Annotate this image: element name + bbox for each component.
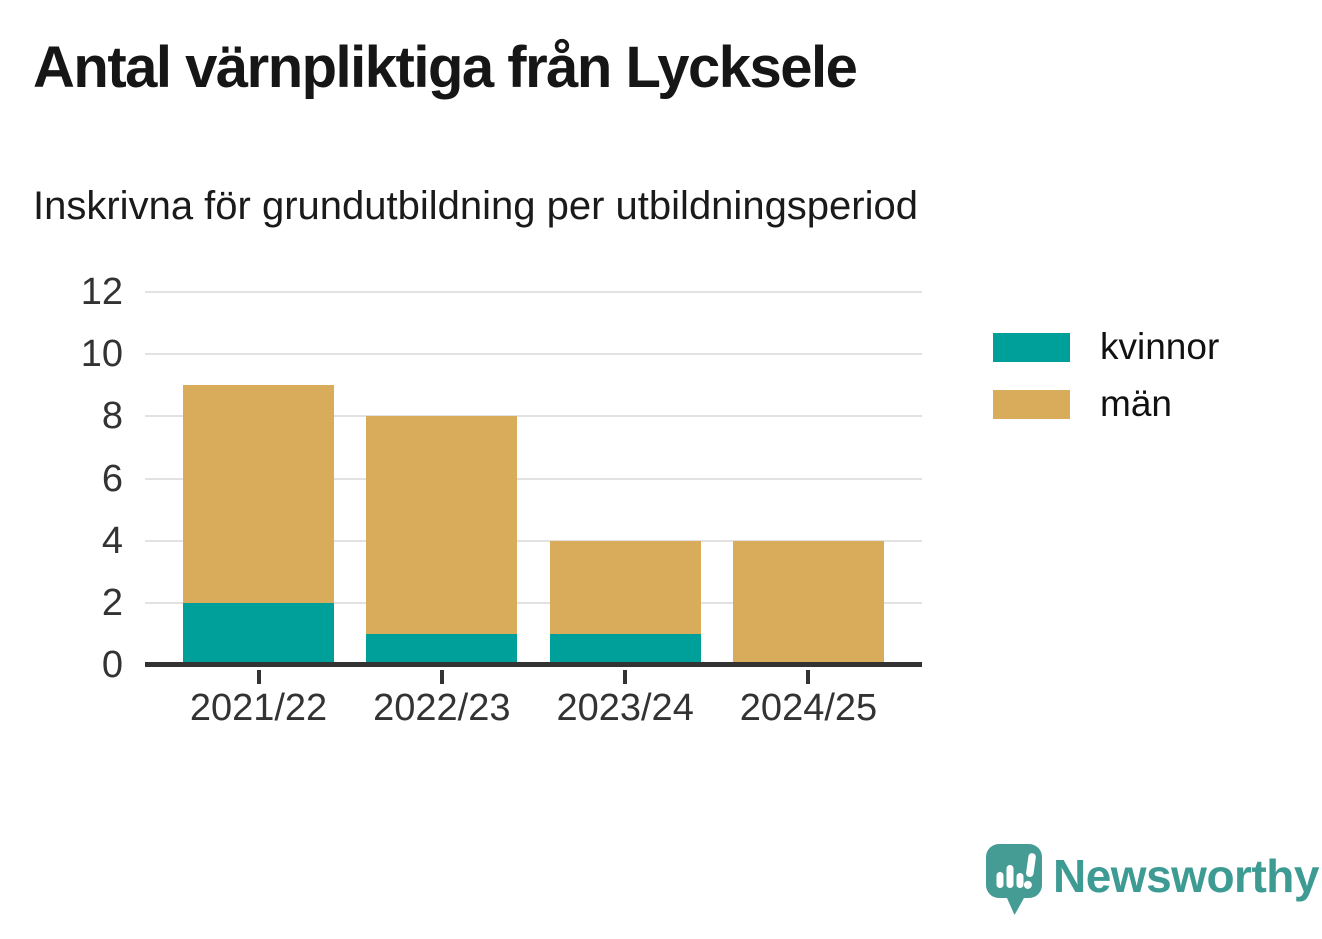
gridline-y-2: [145, 601, 922, 604]
legend-item-kvinnor: kvinnor: [993, 326, 1220, 367]
x-axis-line: [145, 662, 922, 667]
bar-segment-kvinnor-2023/24: [549, 633, 701, 665]
y-axis-tick-label-4: 4: [101, 519, 123, 562]
y-axis-tick-label-8: 8: [101, 395, 123, 438]
x-axis-tick-label-2022/23: 2022/23: [373, 687, 511, 729]
y-axis-tick-label-12: 12: [80, 271, 123, 313]
x-axis-tick-label-2021/22: 2021/22: [189, 687, 328, 729]
legend-label-män: män: [1100, 383, 1172, 424]
legend-label-kvinnor: kvinnor: [1100, 326, 1220, 367]
legend-item-män: män: [993, 383, 1219, 424]
newsworthy-logo: Newsworthy: [984, 842, 1319, 918]
x-axis-tick-label-2023/24: 2023/24: [556, 687, 694, 729]
x-axis-tick-label-2024/25: 2024/25: [739, 687, 878, 729]
bar-segment-män-2022/23: [366, 416, 518, 634]
gridline-y-12: [145, 291, 922, 293]
bar-segment-kvinnor-2021/22: [183, 602, 334, 665]
plot-area: 0 2 4 6 8 10 12 2021/22 2022/23 2023/24 2024/25: [81, 271, 922, 729]
chart-subtitle: Inskrivna för grundutbildning per utbild…: [33, 184, 918, 228]
y-axis-tick-label-2: 2: [101, 581, 123, 624]
gridline-y-10: [145, 353, 922, 356]
y-axis-tick-label-6: 6: [101, 457, 123, 500]
bar-segment-män-2024/25: [732, 540, 884, 665]
x-axis-tick-2021/22: [256, 670, 261, 684]
x-axis-tick-2023/24: [623, 670, 628, 684]
bar-segment-män-2021/22: [183, 385, 334, 603]
speech-bubble-bar-chart-icon: [986, 844, 1042, 915]
gridline-y-6: [145, 477, 922, 480]
y-axis-tick-label-10: 10: [80, 333, 123, 376]
bar-segment-kvinnor-2022/23: [366, 633, 518, 665]
y-axis-tick-label-0: 0: [101, 644, 123, 686]
bar-segment-män-2023/24: [549, 540, 701, 634]
chart-title: Antal värnpliktiga från Lycksele: [33, 35, 858, 100]
legend-swatch-män: [993, 389, 1070, 419]
chart-legend: kvinnor män: [993, 326, 1220, 446]
legend-swatch-kvinnor: [993, 332, 1070, 362]
x-axis-tick-2022/23: [439, 670, 444, 684]
newsworthy-logo-text: Newsworthy: [1053, 850, 1319, 902]
gridline-y-4: [145, 539, 922, 542]
x-axis-tick-2024/25: [806, 670, 811, 684]
gridline-y-8: [145, 415, 922, 418]
